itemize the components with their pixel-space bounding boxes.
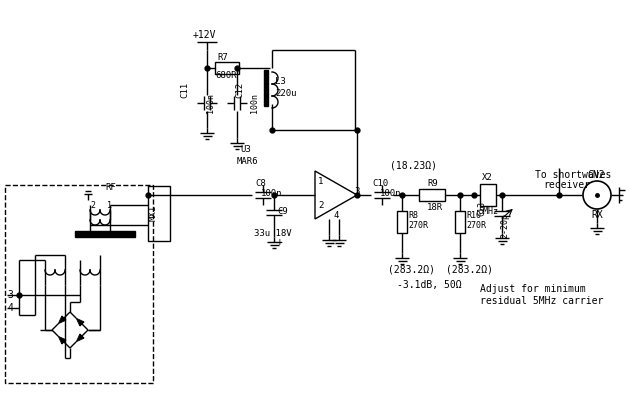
Bar — [455, 211, 465, 233]
Text: To shortwaves: To shortwaves — [535, 170, 612, 180]
Polygon shape — [58, 336, 66, 344]
Text: RF: RF — [105, 183, 116, 193]
Text: 270R: 270R — [408, 222, 428, 230]
Text: 4: 4 — [7, 303, 13, 313]
Text: X2: X2 — [482, 174, 493, 183]
Text: R8: R8 — [408, 211, 418, 220]
Text: C13: C13 — [478, 201, 487, 217]
Text: C8: C8 — [255, 178, 266, 187]
Text: 100n: 100n — [261, 189, 282, 199]
Text: C12: C12 — [236, 82, 245, 98]
Text: R9: R9 — [427, 178, 438, 187]
Text: 5MHz: 5MHz — [478, 207, 498, 217]
Text: 33u 18V: 33u 18V — [254, 228, 292, 238]
Text: (283.2Ω): (283.2Ω) — [388, 264, 435, 274]
Bar — [264, 70, 268, 106]
Text: RX: RX — [591, 210, 603, 220]
Text: (283.2Ω): (283.2Ω) — [446, 264, 493, 274]
Text: R7: R7 — [217, 53, 228, 62]
Text: 100n: 100n — [380, 189, 401, 199]
Text: C9: C9 — [277, 207, 288, 217]
Text: 1: 1 — [318, 178, 324, 187]
Text: 2-20p: 2-20p — [501, 213, 510, 238]
Text: 1: 1 — [107, 201, 112, 211]
Text: 220u: 220u — [275, 88, 296, 98]
Text: CN2: CN2 — [587, 170, 605, 180]
Text: 3: 3 — [354, 187, 359, 195]
Polygon shape — [58, 316, 66, 324]
Text: 3: 3 — [7, 290, 13, 300]
Bar — [148, 186, 170, 241]
Text: +: + — [277, 237, 283, 247]
Text: -3.1dB, 50Ω: -3.1dB, 50Ω — [397, 280, 462, 290]
Text: 4: 4 — [333, 211, 338, 220]
Text: 100n: 100n — [206, 93, 215, 113]
Text: 2: 2 — [318, 201, 324, 211]
Bar — [75, 231, 135, 237]
Text: 270R: 270R — [466, 222, 486, 230]
Text: L3: L3 — [275, 78, 286, 86]
Text: MX1: MX1 — [148, 205, 157, 221]
Text: C11: C11 — [180, 82, 189, 98]
Text: (18.23Ω): (18.23Ω) — [390, 160, 437, 170]
Bar — [480, 184, 496, 206]
Text: R10: R10 — [466, 211, 481, 220]
Text: MAR6: MAR6 — [237, 156, 259, 166]
Text: receiver: receiver — [543, 180, 590, 190]
Text: 18R: 18R — [427, 203, 443, 213]
Bar — [397, 211, 407, 233]
Bar — [419, 189, 445, 201]
Text: Adjust for minimum: Adjust for minimum — [480, 284, 586, 294]
Bar — [215, 62, 239, 74]
Polygon shape — [76, 318, 84, 326]
Text: C10: C10 — [372, 178, 388, 187]
Text: 680R: 680R — [215, 72, 236, 80]
Text: residual 5MHz carrier: residual 5MHz carrier — [480, 296, 603, 306]
Text: 100n: 100n — [250, 93, 259, 113]
Bar — [5, 185, 153, 383]
Text: U3: U3 — [240, 146, 251, 154]
Polygon shape — [76, 334, 84, 342]
Text: +12V: +12V — [193, 30, 217, 40]
Text: 2: 2 — [90, 201, 95, 211]
